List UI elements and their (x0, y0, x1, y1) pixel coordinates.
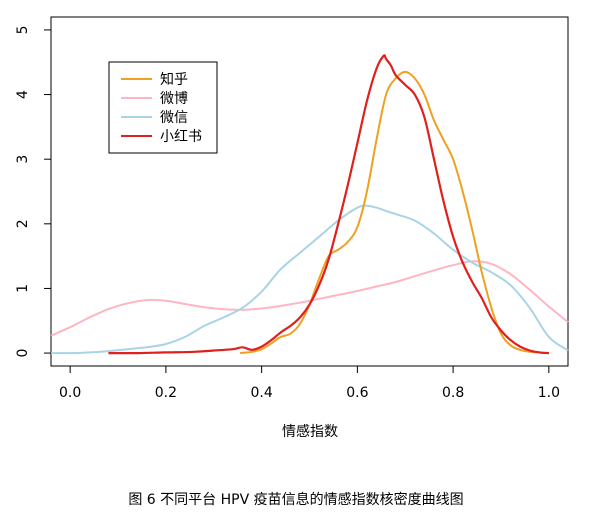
y-tick-label: 5 (15, 25, 31, 34)
x-axis-label: 情感指数 (282, 423, 338, 440)
series-layer (50, 54, 569, 355)
y-tick-label: 4 (15, 90, 31, 99)
figure-caption: 图 6 不同平台 HPV 疫苗信息的情感指数核密度曲线图 (128, 492, 464, 508)
y-tick-label: 2 (15, 219, 31, 228)
legend-label: 知乎 (160, 71, 188, 88)
legend-label: 微博 (160, 90, 188, 107)
x-axis: 0.0 0.2 0.4 0.6 0.8 1.0 (59, 366, 560, 401)
y-tick-label: 3 (15, 155, 31, 164)
series-line-3 (50, 204, 569, 355)
y-tick-label: 0 (15, 349, 31, 358)
series-line-2 (50, 260, 569, 337)
x-tick-label: 0.0 (59, 385, 81, 401)
x-tick-label: 1.0 (538, 385, 560, 401)
x-tick-label: 0.8 (442, 385, 464, 401)
y-tick-label: 1 (15, 284, 31, 293)
legend-label: 微信 (160, 110, 188, 126)
y-axis: 0 1 2 3 4 5 (15, 25, 51, 358)
series-line-1 (240, 70, 549, 355)
series-line-4 (108, 54, 549, 355)
legend-box (108, 61, 218, 154)
x-tick-label: 0.2 (155, 385, 177, 401)
x-tick-label: 0.6 (346, 385, 368, 401)
legend-label: 小红书 (160, 129, 202, 145)
x-tick-label: 0.4 (250, 385, 272, 401)
plot-box (50, 16, 569, 367)
